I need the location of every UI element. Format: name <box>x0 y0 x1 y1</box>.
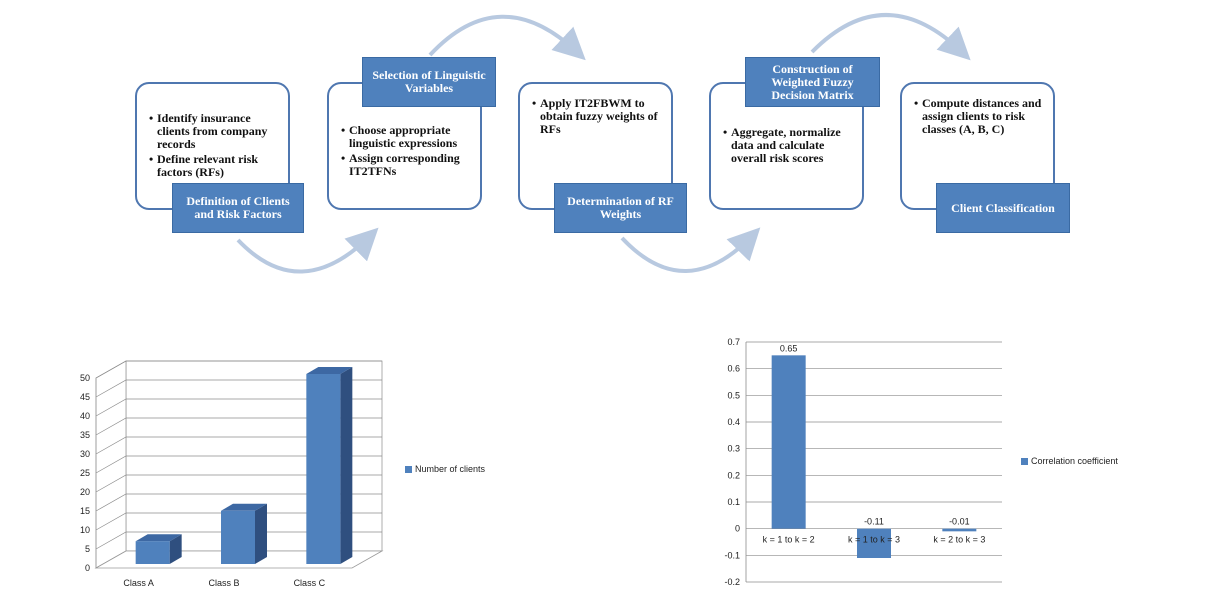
chart2-legend: Correlation coefficient <box>1021 456 1118 466</box>
chart1-gridline <box>95 398 382 417</box>
chart2-data-label: -0.01 <box>949 517 970 527</box>
chart2-data-label: -0.11 <box>864 517 884 527</box>
chart1-y-tick-label: 45 <box>80 392 90 402</box>
chart1-gridline <box>95 493 382 512</box>
chart1-bar-side <box>255 503 267 564</box>
chart1-gridline <box>95 360 382 379</box>
chart2-legend-label: Correlation coefficient <box>1031 456 1118 466</box>
step-1-label: Definition of Clients and Risk Factors <box>172 183 304 233</box>
chart1-bar-side <box>340 367 353 564</box>
chart1-bar-top <box>135 534 182 542</box>
flow-arrows <box>236 13 971 274</box>
arrow-3-to-4 <box>620 227 761 273</box>
chart1-gridline <box>95 474 382 493</box>
chart1-legend-swatch <box>405 465 412 473</box>
chart1-y-tick-label: 20 <box>80 487 90 497</box>
step-5-label: Client Classification <box>936 183 1070 233</box>
chart1-gridline <box>95 436 382 455</box>
chart1-bar-top <box>221 503 267 511</box>
chart1-legend-label: Number of clients <box>415 464 486 474</box>
chart2-y-tick-label: 0.1 <box>727 497 740 507</box>
chart1-gridline <box>95 417 382 436</box>
chart2-y-tick-label: 0.7 <box>727 337 740 347</box>
chart1-bar-top <box>306 367 353 374</box>
step-1-bullet-2: Define relevant risk factors (RFs) <box>149 153 282 179</box>
correlation-chart: -0.2 -0.1 0 0.1 0.2 0.3 0.4 0.5 0.6 0.7 0.65 k = 1 … <box>724 337 1002 587</box>
chart2-x-tick-label: k = 2 to k = 3 <box>933 535 985 545</box>
chart1-bar-side <box>169 534 182 564</box>
step-2-bullet-1: Choose appropriate linguistic expression… <box>341 124 474 150</box>
chart2-y-tick-label: -0.2 <box>724 577 740 587</box>
chart1-y-tick-label: 40 <box>80 411 90 421</box>
chart2-y-tick-label: 0.4 <box>727 417 740 427</box>
chart1-y-tick-label: 0 <box>85 563 90 573</box>
clients-per-class-chart: 0 5 10 15 20 25 30 35 40 45 50 Class A Class B Class … <box>80 360 384 588</box>
step-1-bullet-1: Identify insurance clients from company … <box>149 112 282 151</box>
chart1-x-tick-label: Class A <box>123 578 154 588</box>
chart1-y-tick-label: 35 <box>80 430 90 440</box>
chart1-bar <box>135 541 170 564</box>
chart2-y-tick-label: 0 <box>735 524 740 534</box>
chart1-x-tick-label: Class C <box>294 578 326 588</box>
chart2-x-tick-label: k = 1 to k = 3 <box>848 535 900 545</box>
arrow-2-to-3 <box>428 14 586 61</box>
chart2-y-tick-label: -0.1 <box>724 550 740 560</box>
step-3-label: Determination of RF Weights <box>554 183 687 233</box>
chart1-legend: Number of clients <box>405 464 485 474</box>
chart2-bar <box>942 528 977 532</box>
chart1-y-tick-label: 5 <box>85 544 90 554</box>
arrow-1-to-2 <box>236 227 379 274</box>
chart1-y-tick-label: 25 <box>80 468 90 478</box>
chart2-data-label: 0.65 <box>780 343 798 353</box>
chart1-bar <box>221 510 255 564</box>
chart2-y-tick-label: 0.5 <box>727 390 740 400</box>
chart2-y-tick-label: 0.2 <box>727 470 740 480</box>
chart1-x-tick-label: Class B <box>208 578 239 588</box>
chart2-y-tick-label: 0.3 <box>727 444 740 454</box>
chart2-y-tick-label: 0.6 <box>727 364 740 374</box>
chart1-bar <box>306 374 341 564</box>
step-1-card: Identify insurance clients from company … <box>135 82 290 210</box>
step-5-bullet-1: Compute distances and assign clients to … <box>914 97 1047 136</box>
arrow-4-to-5 <box>810 13 971 61</box>
chart1-gridline <box>95 455 382 474</box>
chart1-gridline <box>95 512 382 531</box>
step-3-bullet-1: Apply IT2FBWM to obtain fuzzy weights of… <box>532 97 665 136</box>
step-2-label: Selection of Linguistic Variables <box>362 57 496 107</box>
chart1-y-tick-label: 15 <box>80 506 90 516</box>
step-4-bullet-1: Aggregate, normalize data and calculate … <box>723 126 856 165</box>
chart2-x-tick-label: k = 1 to k = 2 <box>763 535 815 545</box>
chart2-legend-swatch <box>1021 457 1028 465</box>
chart2-bar <box>771 355 806 529</box>
step-4-label: Construction of Weighted Fuzzy Decision … <box>745 57 880 107</box>
chart2-bar <box>857 528 891 558</box>
chart1-y-tick-label: 30 <box>80 449 90 459</box>
chart1-gridline <box>95 379 382 398</box>
step-2-bullet-2: Assign corresponding IT2TFNs <box>341 152 474 178</box>
chart1-y-tick-label: 10 <box>80 525 90 535</box>
chart1-gridline <box>95 531 382 550</box>
chart1-y-tick-label: 50 <box>80 373 90 383</box>
